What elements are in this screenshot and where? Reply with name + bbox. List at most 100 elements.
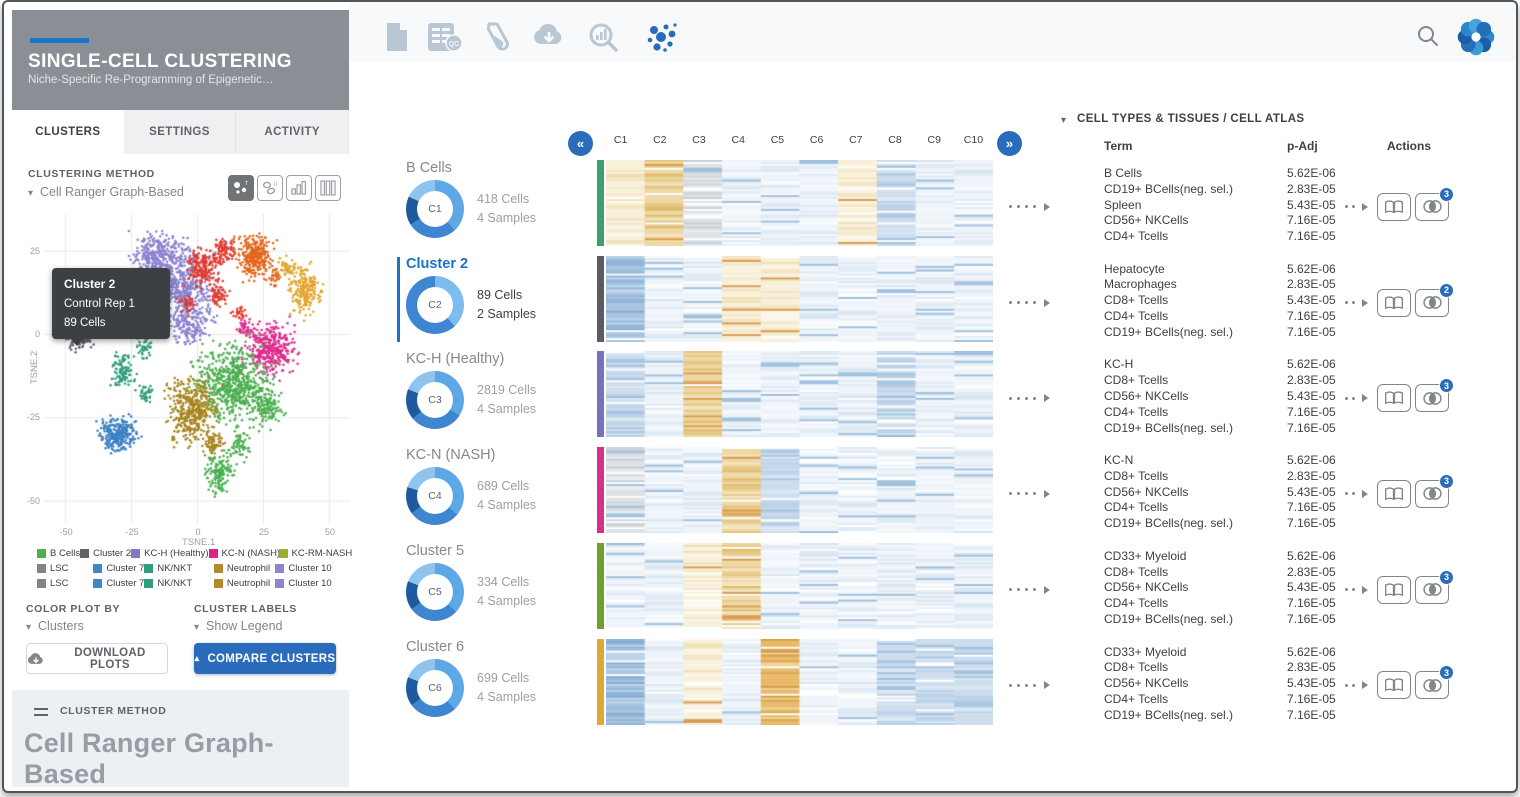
sample-donut-chart[interactable]: C3: [406, 371, 464, 430]
term-name[interactable]: CD4+ Tcells: [1104, 229, 1169, 244]
term-name[interactable]: CD8+ Tcells: [1104, 293, 1169, 308]
cluster-name[interactable]: KC-N (NASH): [406, 447, 496, 464]
compare-overlap-button[interactable]: 3: [1415, 665, 1454, 700]
heatmap-canvas[interactable]: [606, 255, 993, 342]
term-name[interactable]: CD33+ Myeloid: [1104, 548, 1187, 563]
term-name[interactable]: CD19+ BCells(neg. sel.): [1104, 181, 1234, 196]
expression-heatmap[interactable]: [597, 447, 993, 534]
open-report-button[interactable]: [1377, 384, 1411, 413]
compare-overlap-button[interactable]: 3: [1415, 186, 1454, 221]
cluster-name[interactable]: Cluster 2: [406, 255, 469, 272]
umap-view-button[interactable]: U: [257, 175, 283, 201]
term-name[interactable]: B Cells: [1104, 166, 1143, 180]
open-report-button[interactable]: [1377, 192, 1411, 221]
drag-handle-icon[interactable]: [34, 708, 48, 716]
term-name[interactable]: CD4+ Tcells: [1104, 500, 1169, 515]
tab-clusters[interactable]: CLUSTERS: [12, 110, 124, 154]
sample-donut-chart[interactable]: C5: [406, 562, 464, 621]
term-name[interactable]: CD56+ NKCells: [1104, 213, 1189, 228]
term-name[interactable]: CD19+ BCells(neg. sel.): [1104, 516, 1234, 531]
scatter-clusters-icon[interactable]: [644, 22, 678, 54]
more-arrow-icon[interactable]: [1345, 298, 1368, 307]
tsne-canvas[interactable]: [44, 214, 350, 524]
expression-heatmap[interactable]: [597, 160, 993, 246]
term-name[interactable]: CD33+ Myeloid: [1104, 644, 1187, 659]
term-name[interactable]: CD56+ NKCells: [1104, 676, 1189, 691]
term-name[interactable]: CD19+ BCells(neg. sel.): [1104, 324, 1234, 339]
sample-donut-chart[interactable]: C6: [406, 658, 464, 717]
sample-donut-chart[interactable]: C2: [406, 275, 464, 334]
expression-heatmap[interactable]: [597, 542, 993, 629]
tab-settings[interactable]: SETTINGS: [123, 110, 237, 154]
cluster-name[interactable]: Cluster 6: [406, 638, 465, 655]
open-report-button[interactable]: [1377, 671, 1411, 700]
expression-heatmap[interactable]: [597, 255, 993, 342]
term-name[interactable]: CD56+ NKCells: [1104, 580, 1189, 595]
download-plots-button[interactable]: DOWNLOAD PLOTS: [26, 643, 168, 674]
cloud-download-icon[interactable]: [533, 22, 565, 48]
term-name[interactable]: CD8+ Tcells: [1104, 564, 1169, 579]
compare-overlap-button[interactable]: 3: [1415, 569, 1454, 604]
qc-table-icon[interactable]: QC: [427, 22, 463, 52]
more-arrow-icon[interactable]: [1345, 489, 1368, 498]
term-name[interactable]: KC-N: [1104, 453, 1134, 468]
term-name[interactable]: CD4+ Tcells: [1104, 596, 1169, 611]
compare-overlap-button[interactable]: 3: [1415, 473, 1454, 508]
heatmap-canvas[interactable]: [606, 542, 993, 629]
tsne-view-button[interactable]: T: [228, 175, 254, 201]
tsne-plot[interactable]: -50 -25 0 25 50 25 0 -25 -50 TSNE.1 TSNE.2: [27, 212, 350, 548]
bar-chart-view-button[interactable]: [286, 175, 312, 201]
more-arrow-icon[interactable]: [1345, 394, 1368, 403]
compare-overlap-button[interactable]: 2: [1415, 282, 1454, 317]
heatmap-canvas[interactable]: [606, 160, 993, 246]
scroll-left-button[interactable]: «: [568, 131, 593, 156]
heatmap-canvas[interactable]: [606, 638, 993, 725]
open-report-button[interactable]: [1377, 479, 1411, 508]
clustering-method-dropdown[interactable]: ▾ Cell Ranger Graph-Based: [28, 185, 184, 199]
term-name[interactable]: CD56+ NKCells: [1104, 388, 1189, 403]
more-arrow-icon[interactable]: [1345, 681, 1368, 690]
open-report-button[interactable]: [1377, 575, 1411, 604]
file-icon[interactable]: [384, 22, 410, 52]
cluster-name[interactable]: Cluster 5: [406, 542, 465, 559]
sample-donut-chart[interactable]: C4: [406, 467, 464, 526]
expression-heatmap[interactable]: [597, 351, 993, 438]
term-name[interactable]: Hepatocyte: [1104, 261, 1165, 276]
term-name[interactable]: CD19+ BCells(neg. sel.): [1104, 707, 1234, 722]
term-name[interactable]: CD4+ Tcells: [1104, 404, 1169, 419]
sample-donut-chart[interactable]: C1: [406, 180, 464, 238]
search-icon[interactable]: [1416, 24, 1440, 48]
heatmap-canvas[interactable]: [606, 447, 993, 534]
column-view-button[interactable]: [315, 175, 341, 201]
more-arrow-icon[interactable]: [1345, 202, 1368, 211]
term-name[interactable]: CD8+ Tcells: [1104, 468, 1169, 483]
scroll-right-button[interactable]: »: [997, 131, 1022, 156]
cluster-labels-dropdown[interactable]: ▾ Show Legend: [194, 619, 283, 633]
compare-overlap-button[interactable]: 3: [1415, 378, 1454, 413]
term-name[interactable]: CD19+ BCells(neg. sel.): [1104, 611, 1234, 626]
heatmap-canvas[interactable]: [606, 351, 993, 438]
color-plot-by-dropdown[interactable]: ▾ Clusters: [26, 619, 84, 633]
link-arrow-icon: [1009, 489, 1050, 498]
term-name[interactable]: Macrophages: [1104, 277, 1177, 292]
compare-clusters-button[interactable]: ▴ COMPARE CLUSTERS: [194, 643, 336, 674]
term-name[interactable]: CD19+ BCells(neg. sel.): [1104, 420, 1234, 435]
test-tube-icon[interactable]: [481, 22, 511, 52]
term-name[interactable]: CD4+ Tcells: [1104, 309, 1169, 324]
tab-activity[interactable]: ACTIVITY: [236, 110, 350, 154]
more-arrow-icon[interactable]: [1345, 585, 1368, 594]
term-name[interactable]: Spleen: [1104, 197, 1142, 212]
cluster-name[interactable]: B Cells: [406, 160, 452, 176]
chart-search-icon[interactable]: [588, 22, 618, 52]
term-name[interactable]: CD4+ Tcells: [1104, 691, 1169, 706]
cluster-name[interactable]: KC-H (Healthy): [406, 351, 505, 368]
term-name[interactable]: KC-H: [1104, 357, 1134, 372]
term-name[interactable]: CD56+ NKCells: [1104, 484, 1189, 499]
account-logo-icon[interactable]: [1454, 15, 1498, 59]
term-name[interactable]: CD8+ Tcells: [1104, 660, 1169, 675]
cluster-code: C3: [417, 382, 453, 419]
term-name[interactable]: CD8+ Tcells: [1104, 373, 1169, 388]
open-report-button[interactable]: [1377, 288, 1411, 317]
expression-heatmap[interactable]: [597, 638, 993, 725]
collapse-caret-icon[interactable]: ▾: [1061, 115, 1067, 126]
